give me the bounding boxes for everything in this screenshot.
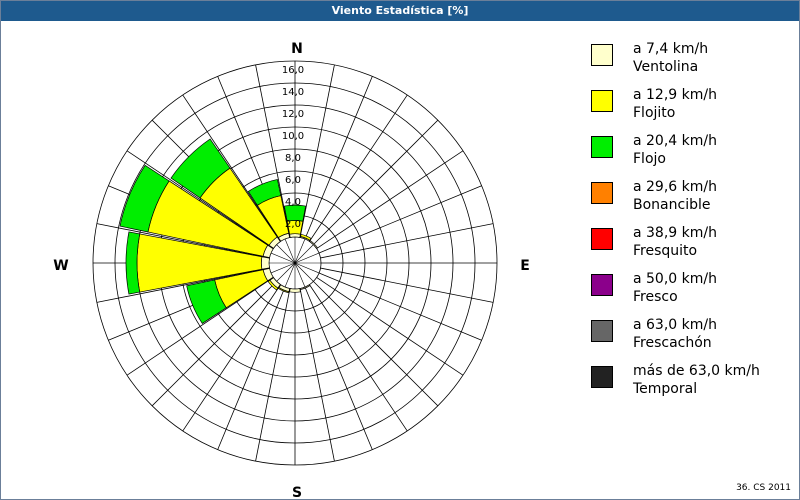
center-line [284,262,296,288]
legend-speed: a 63,0 km/h [633,317,717,333]
grid-spoke [316,277,464,376]
radial-tick-label: 6,0 [285,175,301,186]
petal-s-ventolina [289,288,301,293]
legend-name: Flojo [633,151,666,167]
legend-item: a 63,0 km/h Frescachón [591,317,791,363]
legend-name: Fresquito [633,243,698,259]
grid-spoke [313,119,439,245]
legend-item: a 7,4 km/h Ventolina [591,41,791,87]
petal-n-flojo [283,204,307,222]
legend-name: Fresco [633,289,678,305]
legend-swatch [591,228,613,250]
grid-spoke [299,288,335,462]
radial-tick-label: 12,0 [282,109,304,120]
grid-spoke [318,185,482,254]
legend-speed: a 50,0 km/h [633,271,717,287]
radial-tick-label: 10,0 [282,131,304,142]
grid-spoke [182,94,281,242]
legend-name: Bonancible [633,197,711,213]
center-line [294,244,314,264]
legend-name: Flojito [633,105,676,121]
center-line [270,252,296,264]
legend-speed: a 29,6 km/h [633,179,717,195]
center-line [294,252,320,264]
grid-spoke [96,267,270,303]
petal-sw-flojito [267,279,279,291]
legend-swatch [591,136,613,158]
center-line [276,262,296,282]
legend-swatch [591,90,613,112]
legend-swatch [591,320,613,342]
grid-spoke [255,288,291,462]
petal-wnw-flojo [119,164,170,233]
radial-tick-label: 8,0 [285,153,301,164]
legend-speed: a 38,9 km/h [633,225,717,241]
petal-nnw-flojo [247,179,282,206]
wind-rose: 2,0 4,0 6,0 8,0 10,0 12,0 14,0 16,0 N E S W [53,41,530,499]
grid-spoke [313,281,439,407]
compass-label-n: N [291,41,303,57]
grid-spoke [96,223,270,259]
radial-tick-label: 14,0 [282,87,304,98]
grid-spoke [299,64,335,238]
petal-w-flojo [125,231,141,295]
legend-item: a 29,6 km/h Bonancible [591,179,791,225]
legend-name: Ventolina [633,59,699,75]
radial-tick-label: 4,0 [285,197,301,208]
petal-ssw-flojito [277,287,290,294]
grid-spoke [255,64,291,238]
legend-swatch [591,44,613,66]
radial-tick-label: 2,0 [285,219,301,230]
legend-name: Temporal [633,381,698,397]
grid-spoke [304,76,373,240]
center-line [294,262,306,288]
legend-item: a 12,9 km/h Flojito [591,87,791,133]
footer-note: 36. CS 2011 [736,483,791,493]
radial-tick-label: 16,0 [282,65,304,76]
compass-label-s: S [292,485,302,499]
grid-spoke [309,94,408,242]
petal-w-ventolina [260,256,270,270]
legend-name: Frescachón [633,335,712,351]
legend-speed: a 7,4 km/h [633,41,709,57]
grid-spoke [316,150,464,249]
center-line [276,244,296,264]
grid-spoke [320,267,494,303]
grid-spoke [320,223,494,259]
legend-swatch [591,274,613,296]
legend-speed: más de 63,0 km/h [633,363,760,379]
center-line [294,262,320,274]
petal-sse-ventolina [299,284,311,290]
center-line [294,238,306,264]
legend-item: a 50,0 km/h Fresco [591,271,791,317]
petal-nw-flojo [170,138,231,199]
legend-speed: a 20,4 km/h [633,133,717,149]
legend-swatch [591,366,613,388]
center-line [284,238,296,264]
petal-ne-ventolina [309,240,318,249]
grid-spoke [217,286,286,450]
legend: a 7,4 km/h Ventolina a 12,9 km/h Flojito a 2… [591,41,791,409]
chart-title: Viento Estadística [%] [1,1,799,21]
legend-item: a 20,4 km/h Flojo [591,133,791,179]
legend-speed: a 12,9 km/h [633,87,717,103]
grid-spoke [318,272,482,341]
compass-label-e: E [520,258,530,274]
grid-spoke [304,286,373,450]
grid-spoke [309,284,408,432]
petal-wsw-flojo [186,279,227,324]
grid-spoke [126,277,274,376]
center-line [270,262,296,274]
grid-spoke [151,281,277,407]
legend-item: a 38,9 km/h Fresquito [591,225,791,271]
legend-swatch [591,182,613,204]
grid-spoke [126,150,274,249]
compass-label-w: W [53,258,68,274]
center-line [294,262,314,282]
legend-item: más de 63,0 km/h Temporal [591,363,791,409]
petal-nne-flojito [300,233,312,241]
grid-spoke [182,284,281,432]
